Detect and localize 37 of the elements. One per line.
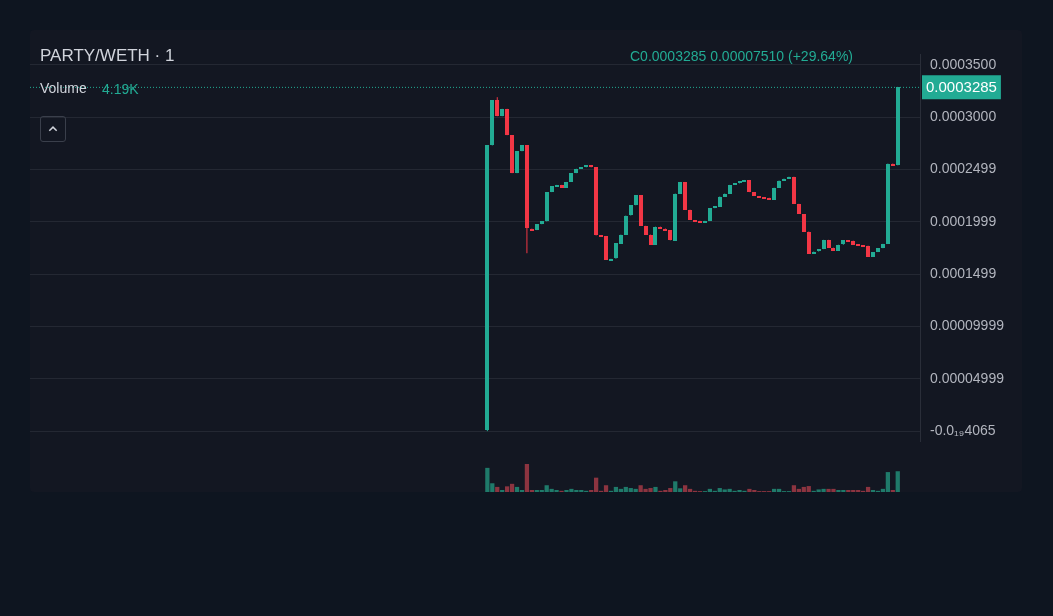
bar: [836, 489, 841, 492]
bar: [485, 467, 490, 492]
bar: [806, 486, 811, 492]
chart-subtitle: 4.19K: [102, 81, 139, 97]
y-tick-label: 0.00009999: [930, 317, 1005, 334]
y-tick-label: 0.0001499: [930, 265, 997, 282]
bar: [495, 486, 500, 492]
bar: [776, 488, 782, 492]
bar: [772, 488, 777, 492]
bar: [673, 481, 678, 492]
bar: [865, 486, 871, 492]
bar: [747, 488, 752, 492]
bar: [791, 485, 797, 492]
bar: [895, 471, 900, 492]
y-tick-label: 0.0001999: [930, 212, 997, 229]
chart-title: Volume: [40, 80, 87, 96]
bar: [603, 485, 609, 492]
bar: [524, 464, 530, 492]
y-tick-label: 0.0003000: [930, 108, 997, 125]
bar: [505, 486, 510, 492]
bar: [509, 483, 515, 492]
bar: [514, 486, 520, 492]
ref-line-label: 0.0003285: [926, 77, 997, 95]
bar: [633, 488, 638, 492]
bar: [554, 489, 559, 492]
y-tick-label: -0.0₁₉4065: [930, 421, 996, 438]
y-tick-label: 0.00004999: [930, 369, 1005, 386]
bar: [885, 472, 890, 492]
chart-title: PARTY/WETH · 1: [40, 46, 175, 66]
y-tick-label: 0.0002499: [930, 160, 997, 177]
bar: [687, 488, 693, 492]
y-tick-label: 0.0003500: [930, 55, 997, 72]
bar: [613, 486, 619, 492]
bar: [821, 488, 826, 492]
bar: [683, 485, 688, 492]
chart-subtitle: C0.0003285 0.00007510 (+29.64%): [630, 48, 854, 64]
bar: [653, 486, 658, 492]
